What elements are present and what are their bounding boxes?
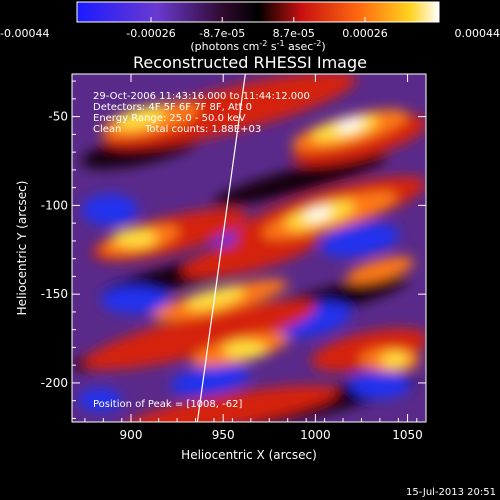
x-axis: 900 950 1000 1050 [84, 74, 423, 442]
annotation-detectors: Detectors: 4F 5F 6F 7F 8F, Att 0 [93, 102, 252, 113]
colorbar-tick-label: -8.7e-05 [199, 27, 245, 40]
colorbar-ticks: -0.00044 -0.00026 -8.7e-05 8.7e-05 0.00026 0.… [0, 17, 500, 40]
footer-timestamp: 15-Jul-2013 20:51 [406, 487, 496, 498]
colorbar-tick-label: 0.00026 [342, 27, 388, 40]
colorbar-tick-label: -0.00044 [0, 27, 49, 40]
colorbar-tick-label: 8.7e-05 [273, 27, 315, 40]
colorbar: -0.00044 -0.00026 -8.7e-05 8.7e-05 0.00026 0.… [0, 1, 500, 53]
x-tick-label: 950 [212, 428, 235, 442]
x-tick-label: 1000 [300, 428, 331, 442]
annotations: 29-Oct-2006 11:43:16.000 to 11:44:12.000… [93, 91, 310, 410]
colorbar-tick-label: 0.00044 [455, 27, 500, 40]
annotation-time-range: 29-Oct-2006 11:43:16.000 to 11:44:12.000 [93, 91, 310, 102]
annotation-counts: Total counts: 1.88E+03 [144, 124, 261, 135]
plot-frame [71, 73, 427, 423]
y-tick-label: -100 [41, 198, 68, 212]
x-tick-label: 900 [120, 428, 143, 442]
y-tick-label: -200 [41, 376, 68, 390]
heatmap-image [72, 74, 426, 422]
solar-limb-line [196, 74, 246, 422]
colorbar-gradient [76, 1, 440, 23]
x-axis-label: Heliocentric X (arcsec) [181, 448, 317, 462]
chart-title: Reconstructed RHESSI Image [133, 53, 367, 72]
y-axis: -50 -100 -150 -200 [41, 80, 426, 419]
y-axis-label: Heliocentric Y (arcsec) [15, 181, 29, 316]
y-tick-label: -150 [41, 287, 68, 301]
y-tick-label: -50 [48, 110, 68, 124]
annotation-peak: Position of Peak = [1008, -62] [93, 399, 242, 410]
annotation-method: Clean [93, 124, 121, 135]
colorbar-unit-label: (photons cm-2 s-1 asec-2) [190, 39, 325, 53]
annotation-energy: Energy Range: 25.0 - 50.0 keV [93, 113, 246, 124]
colorbar-tick-label: -0.00026 [126, 27, 175, 40]
x-tick-label: 1050 [392, 428, 423, 442]
